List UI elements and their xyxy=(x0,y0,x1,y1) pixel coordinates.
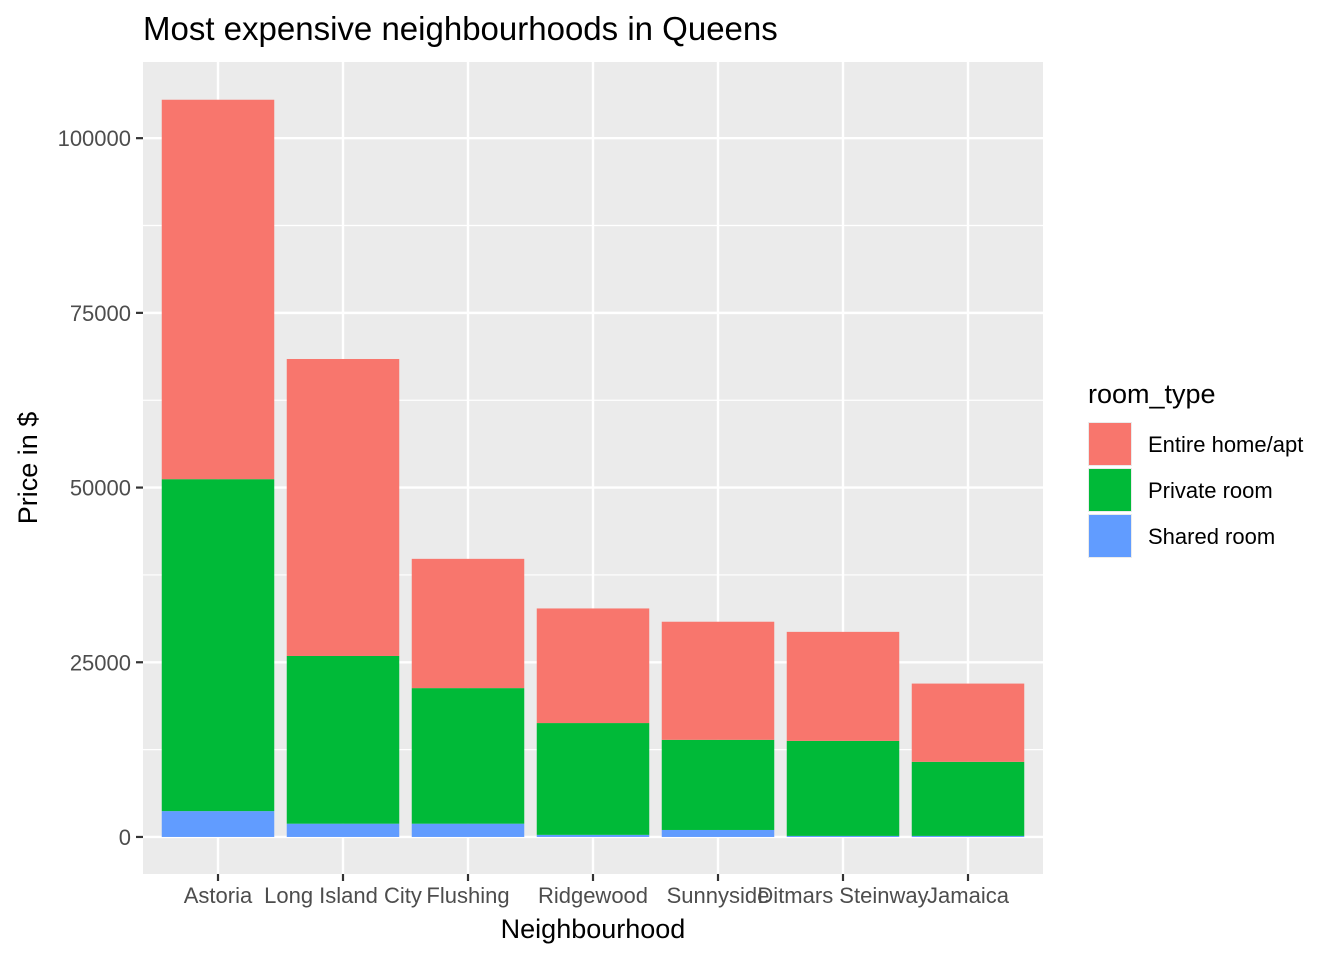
x-tick-label: Jamaica xyxy=(927,883,1010,908)
x-tick-label: Ditmars Steinway xyxy=(757,883,928,908)
bar-segment xyxy=(661,829,775,837)
bar-segment xyxy=(286,358,400,656)
y-tick-label: 0 xyxy=(119,825,131,850)
x-tick-label: Flushing xyxy=(426,883,509,908)
y-tick-label: 25000 xyxy=(70,650,131,675)
bar-segment xyxy=(786,740,900,836)
x-tick-label: Ridgewood xyxy=(538,883,648,908)
y-tick-label: 75000 xyxy=(70,301,131,326)
bar-segment xyxy=(786,631,900,741)
y-axis: 0 25000 50000 75000 100000 xyxy=(58,126,143,850)
bar-segment xyxy=(411,823,525,837)
legend-label: Shared room xyxy=(1148,524,1275,549)
bar-segment xyxy=(536,608,650,724)
legend-label: Entire home/apt xyxy=(1148,432,1303,457)
legend-label: Private room xyxy=(1148,478,1273,503)
bar-segment xyxy=(911,835,1025,837)
legend-swatch xyxy=(1089,423,1131,465)
chart-title: Most expensive neighbourhoods in Queens xyxy=(143,10,778,47)
x-axis: Astoria Long Island City Flushing Ridgewood… xyxy=(184,874,1010,908)
y-axis-title: Price in $ xyxy=(13,412,43,525)
x-tick-label: Astoria xyxy=(184,883,253,908)
x-tick-label: Long Island City xyxy=(264,883,422,908)
bar-segment xyxy=(786,835,900,837)
x-tick-label: Sunnyside xyxy=(667,883,770,908)
legend-title: room_type xyxy=(1088,379,1216,409)
bar-segment xyxy=(536,723,650,835)
bar-segment xyxy=(286,655,400,824)
bar-segment xyxy=(661,739,775,830)
y-tick-label: 50000 xyxy=(70,476,131,501)
y-tick-label: 100000 xyxy=(58,126,131,151)
bar-segment xyxy=(661,621,775,740)
bar-segment xyxy=(286,823,400,837)
legend: room_type Entire home/apt Private room Sha… xyxy=(1088,379,1303,558)
bar-segment xyxy=(411,688,525,824)
x-axis-title: Neighbourhood xyxy=(501,914,686,944)
bar-segment xyxy=(161,479,275,812)
bar-segment xyxy=(536,834,650,837)
bar-segment xyxy=(411,558,525,689)
bar-segment xyxy=(911,683,1025,762)
legend-swatch xyxy=(1089,469,1131,511)
legend-swatch xyxy=(1089,515,1131,557)
bar-segment xyxy=(911,761,1025,836)
bar-segment xyxy=(161,99,275,480)
bar-segment xyxy=(161,811,275,837)
bars xyxy=(161,99,1025,837)
